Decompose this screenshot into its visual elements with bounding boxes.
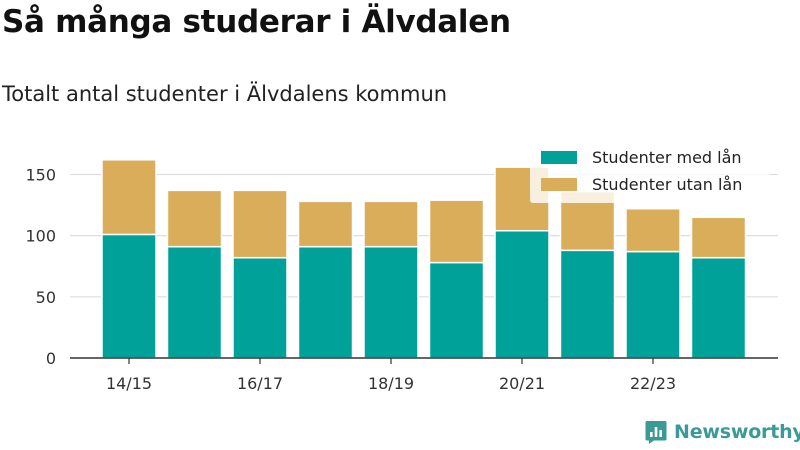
- bar-segment-without-loan: [101, 159, 157, 236]
- bar-segment-without-loan: [428, 199, 485, 264]
- bar-segment-without-loan: [625, 207, 681, 253]
- bar-segment-with-loan: [363, 245, 419, 359]
- bar-segment-with-loan: [166, 245, 223, 359]
- legend-swatch: [541, 178, 577, 191]
- bar-segment-with-loan: [297, 245, 354, 359]
- bar-segment-without-loan: [690, 216, 747, 259]
- brand-name: Newsworthy: [674, 421, 800, 443]
- x-tick-label: 16/17: [237, 374, 283, 393]
- bar-segment-with-loan: [625, 250, 681, 359]
- bar-segment-with-loan: [101, 233, 157, 359]
- bar-segment-without-loan: [166, 189, 223, 248]
- legend: Studenter med lån Studenter utan lån: [530, 143, 770, 203]
- bar-segment-with-loan: [559, 249, 616, 359]
- bars: [101, 159, 747, 359]
- y-tick-label: 0: [46, 349, 56, 368]
- y-tick-label: 150: [25, 165, 56, 184]
- bar-segment-without-loan: [363, 200, 419, 248]
- chart-title: Så många studerar i Älvdalen: [2, 4, 511, 40]
- legend-label: Studenter utan lån: [592, 175, 742, 194]
- y-tick-label: 100: [25, 227, 56, 246]
- legend-swatch: [541, 151, 577, 164]
- bar-segment-with-loan: [690, 256, 747, 359]
- axes: 0 50 100 150 14/15 16/17 18/19 20/21 22/23: [25, 165, 778, 393]
- y-tick-label: 50: [36, 288, 56, 307]
- bar-segment-with-loan: [428, 261, 485, 359]
- newsworthy-logo: Newsworthy: [645, 420, 800, 444]
- bar-segment-with-loan: [232, 256, 288, 359]
- x-tick-label: 18/19: [368, 374, 414, 393]
- x-tick-label: 14/15: [106, 374, 152, 393]
- bar-segment-with-loan: [494, 230, 550, 359]
- legend-label: Studenter med lån: [592, 148, 742, 167]
- chart-subtitle: Totalt antal studenter i Älvdalens kommu…: [2, 82, 448, 106]
- bar-segment-without-loan: [297, 200, 354, 248]
- legend-background: [530, 143, 770, 203]
- x-tick-label: 20/21: [499, 374, 545, 393]
- bar-segment-without-loan: [232, 189, 288, 259]
- newsworthy-logo-icon: [645, 421, 667, 444]
- x-tick-label: 22/23: [630, 374, 676, 393]
